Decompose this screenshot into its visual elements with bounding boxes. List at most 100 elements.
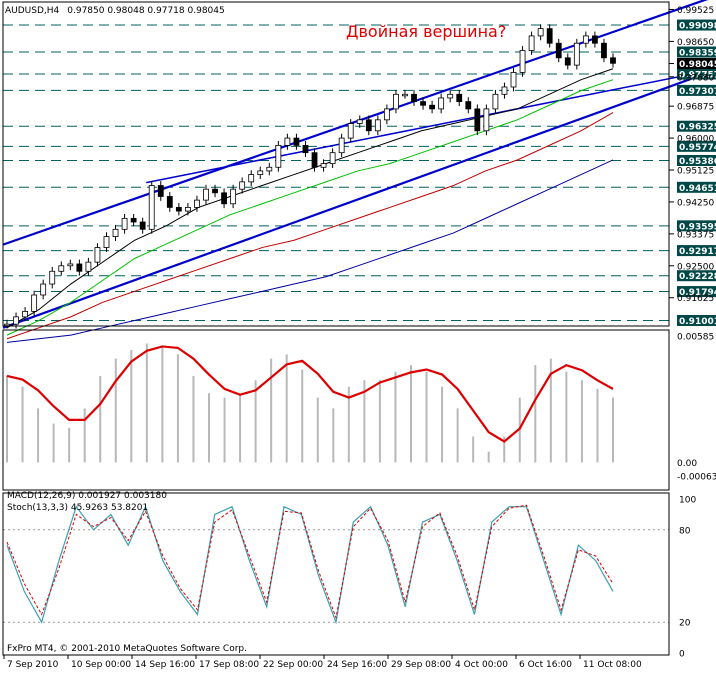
level-box (677, 286, 716, 298)
candle-body (302, 144, 309, 154)
macd-pane[interactable] (6, 343, 614, 463)
candle-body (438, 97, 445, 110)
candle-body (284, 137, 291, 146)
time-tick-label: 7 Sep 2010 (7, 660, 59, 670)
level-label: 0.91001 (679, 317, 716, 327)
candle-body (148, 185, 155, 230)
price-tick-label: 0.99525 (677, 6, 714, 16)
candle-body (22, 311, 28, 318)
candle-body (94, 247, 101, 263)
price-tick-label: 0.93375 (677, 230, 714, 240)
annotation-double-top: Двойная вершина? (346, 22, 506, 41)
candle-body (13, 316, 19, 325)
candle-body (492, 93, 499, 110)
symbol-label: AUDUSD,H4 (5, 6, 60, 16)
candle-body (194, 199, 200, 208)
level-label: 0.96325 (679, 123, 716, 133)
candle-body (175, 207, 182, 212)
candle-body (311, 152, 318, 168)
candle-body (230, 188, 237, 205)
candle-body (528, 35, 535, 51)
price-tick-label: 0.95125 (677, 167, 714, 177)
candle-body (383, 108, 390, 121)
moving-average-3 (6, 159, 614, 343)
stoch-tick-label: 100 (679, 496, 696, 506)
level-label: 0.94651 (679, 184, 716, 194)
candle-body (592, 35, 598, 44)
macd-tick-label: 0.00 (677, 459, 697, 469)
candle-body (546, 28, 553, 44)
level-box (677, 120, 716, 132)
macd-tick-label: -0.00063 (677, 473, 716, 483)
stoch-main-line (6, 505, 614, 625)
price-pane-frame (2, 1, 670, 327)
candle-body (429, 104, 436, 110)
copyright-text: FxPro MT4, © 2001-2010 MetaQuotes Softwa… (7, 644, 247, 654)
candle-body (58, 265, 65, 272)
time-tick-label: 22 Sep 00:00 (263, 660, 323, 670)
channel-line-lower (2, 68, 716, 329)
candle-body (40, 283, 47, 296)
level-label: 0.95386 (679, 157, 716, 167)
candle-body (610, 57, 616, 64)
level-box (677, 245, 716, 257)
channel-line-upper_mid (146, 68, 716, 184)
candle-body (447, 93, 454, 99)
chart-header: AUDUSD,H4 0.97850 0.98048 0.97718 0.98045 (5, 6, 225, 16)
price-tick-label: 0.91625 (677, 294, 714, 304)
level-box (677, 181, 716, 193)
candle-body (157, 185, 164, 197)
candle-body (4, 323, 10, 327)
price-pane[interactable] (2, 0, 716, 343)
stoch-tick-label: 80 (679, 526, 691, 536)
candle-body (411, 93, 417, 102)
candle-body (203, 188, 209, 201)
time-tick-label: 10 Sep 00:00 (71, 660, 131, 670)
price-tick-label: 0.97680 (677, 73, 714, 83)
current-price-label: 0.98045 (679, 60, 716, 70)
time-tick-label: 6 Oct 16:00 (519, 660, 572, 670)
candle-body (519, 50, 526, 73)
stochastic-pane[interactable] (3, 504, 669, 625)
candle-body (474, 108, 481, 132)
level-label: 0.91794 (679, 288, 716, 298)
level-label: 0.92228 (679, 272, 716, 282)
time-tick-label: 29 Sep 08:00 (391, 660, 451, 670)
candle-body (573, 42, 580, 66)
moving-average-0 (6, 68, 614, 329)
candle-body (555, 42, 562, 59)
candle-body (275, 144, 282, 168)
candle-body (420, 101, 426, 106)
candle-body (139, 221, 146, 230)
price-tick-label: 0.96875 (677, 103, 714, 113)
level-box (677, 220, 716, 232)
candle-body (329, 152, 336, 165)
candle-body (221, 192, 227, 205)
candle-body (184, 207, 191, 212)
current-price-box (677, 57, 716, 69)
candle-body (121, 217, 128, 230)
level-box (677, 84, 716, 96)
level-label: 0.93595 (679, 222, 716, 232)
candle-body (266, 166, 273, 172)
moving-average-1 (6, 79, 614, 336)
price-tick-label: 0.92500 (677, 262, 714, 272)
candle-body (356, 119, 363, 124)
candle-body (402, 93, 408, 97)
level-box (677, 140, 716, 152)
candle-body (483, 108, 490, 132)
level-label: 0.97757 (679, 70, 716, 80)
candle-body (239, 181, 246, 190)
level-label: 0.99098 (679, 22, 716, 32)
candle-body (248, 174, 255, 183)
candle-body (293, 137, 300, 146)
time-tick-label: 24 Sep 16:00 (327, 660, 387, 670)
stoch-label: Stoch(13,3,3) 45.9263 53.8201 (7, 503, 148, 513)
candle-body (338, 137, 345, 154)
candle-body (582, 35, 589, 44)
candle-body (365, 119, 372, 132)
candle-body (374, 119, 381, 132)
candle-body (49, 270, 56, 285)
